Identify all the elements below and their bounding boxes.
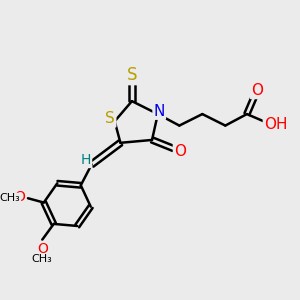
Text: CH₃: CH₃ [31, 254, 52, 264]
Text: H: H [81, 153, 91, 167]
Text: OH: OH [264, 117, 287, 132]
Text: CH₃: CH₃ [0, 193, 20, 203]
Text: O: O [251, 83, 263, 98]
Text: N: N [154, 104, 165, 119]
Text: S: S [106, 112, 115, 127]
Text: O: O [14, 190, 25, 204]
Text: O: O [37, 242, 48, 256]
Text: S: S [127, 66, 137, 84]
Text: O: O [174, 144, 186, 159]
